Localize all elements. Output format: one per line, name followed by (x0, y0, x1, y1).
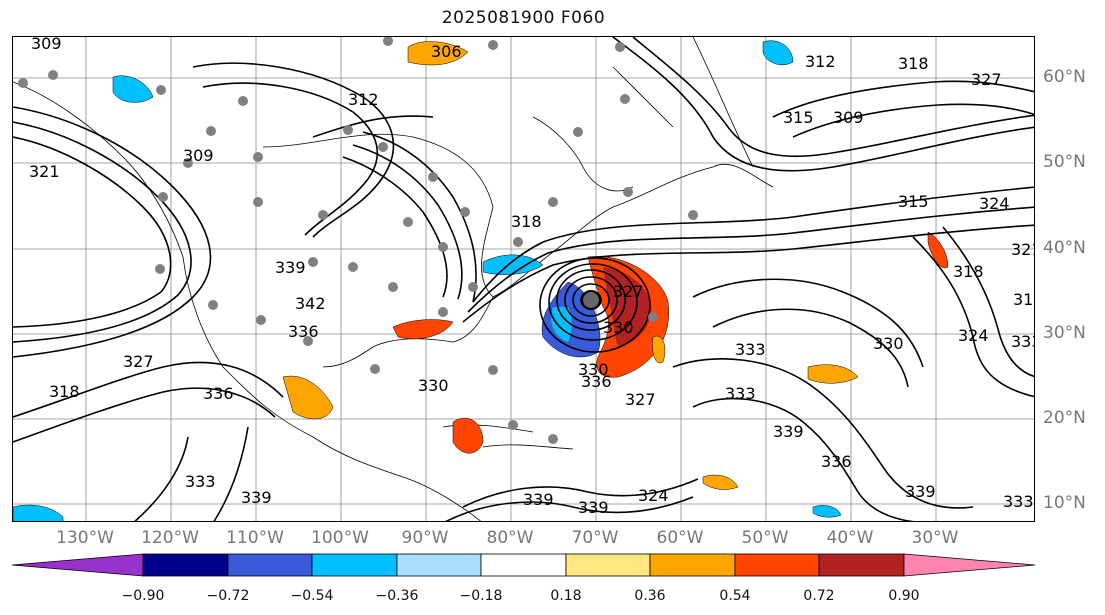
lat-label: 10°N (1043, 493, 1086, 513)
contour-label: 333 (185, 472, 216, 491)
contour-label: 339 (241, 488, 272, 507)
height-contours (13, 37, 1034, 521)
contour-label: 309 (833, 108, 864, 127)
colorbar-segment (396, 553, 482, 577)
colorbar-tick-label: 0.36 (634, 588, 666, 604)
contour-label: 312 (1013, 290, 1035, 309)
colorbar-tick-label: 0.54 (719, 588, 751, 604)
lon-label: 30°W (911, 528, 959, 548)
contour-label: 333 (735, 340, 766, 359)
contour-label: 324 (958, 326, 989, 345)
lat-label: 50°N (1043, 152, 1086, 172)
contour-label: 339 (578, 498, 609, 517)
contour-label: 321 (1011, 240, 1035, 259)
contour-label: 312 (348, 90, 379, 109)
map-title: 2025081900 F060 (441, 8, 606, 28)
contour-label: 315 (783, 108, 814, 127)
lon-label: 110°W (226, 528, 284, 548)
lat-label: 30°N (1043, 323, 1086, 343)
contour-label: 321 (29, 162, 60, 181)
colorbar (11, 553, 1036, 577)
contour-label: 339 (773, 422, 804, 441)
storm-contours (539, 257, 651, 353)
contour-label: 327 (971, 70, 1002, 89)
contour-label: 339 (523, 490, 554, 509)
colorbar-segment (480, 553, 567, 577)
colorbar-tick-label: −0.36 (375, 588, 419, 604)
contour-label: 318 (511, 212, 542, 231)
colorbar-segment (818, 553, 905, 577)
contour-label: 324 (638, 486, 669, 505)
contour-label: 339 (275, 258, 306, 277)
lon-label: 70°W (571, 528, 619, 548)
contour-label: 306 (431, 42, 462, 61)
colorbar-tick-label: −0.72 (206, 588, 250, 604)
contour-label: 327 (123, 352, 154, 371)
contour-label: 330 (873, 334, 904, 353)
contour-label: 315 (898, 192, 929, 211)
colorbar-tick-label: 0.18 (550, 588, 582, 604)
contour-label: 333 (1011, 332, 1035, 351)
contour-label: 336 (581, 372, 612, 391)
storm-center-marker[interactable] (581, 290, 601, 310)
contour-label: 333 (725, 384, 756, 403)
contour-label: 309 (31, 37, 62, 53)
lon-label: 90°W (401, 528, 449, 548)
colorbar-segment (734, 553, 820, 577)
contour-label: 330 (603, 318, 634, 337)
lat-label: 40°N (1043, 238, 1086, 258)
contour-label: 336 (821, 452, 852, 471)
graticule (13, 37, 1034, 521)
lon-label: 120°W (141, 528, 199, 548)
lon-label: 50°W (741, 528, 789, 548)
contour-label: 330 (418, 376, 449, 395)
coastlines (13, 37, 774, 521)
contour-label: 327 (625, 390, 656, 409)
contour-label: 330 (578, 360, 609, 379)
colorbar-segment (649, 553, 736, 577)
contour-label: 318 (953, 262, 984, 281)
contour-label: 339 (905, 482, 936, 501)
colorbar-segment (903, 553, 1036, 577)
colorbar-tick-label: −0.18 (459, 588, 503, 604)
contour-label: 336 (288, 322, 319, 341)
contour-label: 318 (49, 382, 80, 401)
contour-label: 333 (1003, 492, 1034, 511)
lon-label: 80°W (486, 528, 534, 548)
lat-label: 20°N (1043, 408, 1086, 428)
contour-labels: 309 306 312 318 327 315 309 309 312 321 … (29, 37, 1035, 517)
lon-label: 40°W (826, 528, 874, 548)
lon-label: 130°W (56, 528, 114, 548)
contour-label: 336 (203, 384, 234, 403)
contour-label: 312 (805, 52, 836, 71)
contour-label: 342 (295, 294, 326, 313)
station-dots (18, 37, 698, 444)
colorbar-segment (227, 553, 313, 577)
contour-label: 309 (183, 146, 214, 165)
colorbar-segment (311, 553, 398, 577)
colorbar-tick-label: −0.54 (290, 588, 334, 604)
contour-label: 324 (979, 194, 1010, 213)
map-frame[interactable]: 309 306 312 318 327 315 309 309 312 321 … (12, 36, 1035, 522)
colorbar-tick-label: 0.72 (803, 588, 835, 604)
colorbar-segment (142, 553, 229, 577)
colorbar-segment (11, 553, 144, 577)
contour-label: 318 (898, 54, 929, 73)
colorbar-segment (565, 553, 651, 577)
lon-label: 60°W (656, 528, 704, 548)
contour-label: 327 (613, 282, 644, 301)
lon-label: 100°W (311, 528, 369, 548)
colorbar-tick-label: −0.90 (121, 588, 165, 604)
lat-label: 60°N (1043, 67, 1086, 87)
colorbar-tick-label: 0.90 (888, 588, 920, 604)
